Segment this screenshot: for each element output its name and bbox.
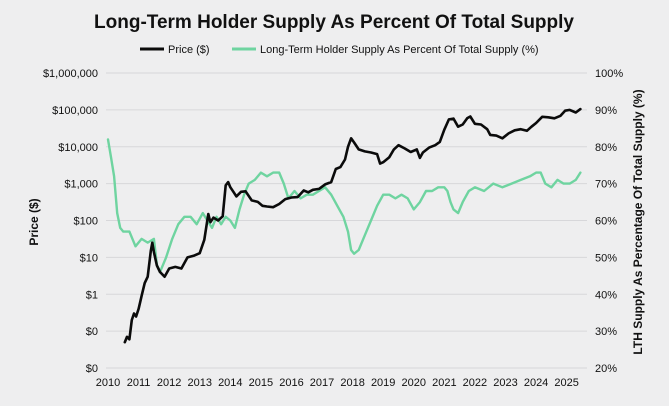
y-right-axis-label: LTH Supply As Percentage Of Total Supply… (631, 89, 645, 354)
x-tick-label: 2010 (96, 377, 120, 389)
price-series-line (123, 107, 582, 344)
x-tick-label: 2024 (524, 377, 548, 389)
y-right-tick-label: 30% (595, 326, 617, 338)
y-right-axis-ticks: 100% 90% 80% 70% 60% 50% 40% 30% 20% (595, 68, 623, 375)
x-tick-label: 2021 (432, 377, 456, 389)
y-right-tick-label: 70% (595, 179, 617, 191)
y-left-axis-ticks: $1,000,000 $100,000 $10,000 $1,000 $100 $10 $1… (43, 68, 98, 375)
y-right-tick-label: 90% (595, 105, 617, 117)
x-tick-label: 2014 (218, 377, 242, 389)
y-left-tick-label: $10,000 (58, 142, 98, 154)
y-left-tick-label: $100,000 (52, 105, 98, 117)
x-tick-label: 2011 (127, 377, 151, 389)
y-left-tick-label: $10 (80, 252, 98, 264)
x-tick-label: 2023 (493, 377, 517, 389)
x-tick-label: 2016 (279, 377, 303, 389)
x-tick-label: 2019 (371, 377, 395, 389)
y-right-tick-label: 100% (595, 68, 623, 80)
y-right-tick-label: 80% (595, 142, 617, 154)
y-left-tick-label: $1,000 (64, 179, 98, 191)
y-left-axis-label: Price ($) (27, 198, 41, 245)
y-left-tick-label: $0 (86, 326, 98, 338)
legend-label-lth: Long-Term Holder Supply As Percent Of To… (260, 44, 539, 56)
chart-title: Long-Term Holder Supply As Percent Of To… (94, 12, 574, 33)
gridlines (106, 72, 587, 369)
x-tick-label: 2018 (340, 377, 364, 389)
y-left-tick-label: $100 (74, 216, 98, 228)
y-right-tick-label: 20% (595, 363, 617, 375)
y-right-tick-label: 40% (595, 289, 617, 301)
legend: Price ($) Long-Term Holder Supply As Per… (140, 44, 539, 56)
lth-supply-series-line (106, 138, 582, 274)
y-left-tick-label: $1 (86, 289, 98, 301)
x-tick-label: 2025 (554, 377, 578, 389)
x-axis-ticks: 2010 2011 2012 2013 2014 2015 2016 2017 2018 2019… (96, 377, 579, 389)
x-tick-label: 2015 (249, 377, 273, 389)
x-tick-label: 2017 (310, 377, 334, 389)
legend-label-price: Price ($) (168, 44, 210, 56)
y-left-tick-label: $1,000,000 (43, 68, 98, 80)
y-right-tick-label: 60% (595, 216, 617, 228)
y-right-tick-label: 50% (595, 252, 617, 264)
x-tick-label: 2020 (402, 377, 426, 389)
x-tick-label: 2013 (187, 377, 211, 389)
y-left-tick-label: $0 (86, 363, 98, 375)
x-tick-label: 2022 (463, 377, 487, 389)
x-tick-label: 2012 (157, 377, 181, 389)
